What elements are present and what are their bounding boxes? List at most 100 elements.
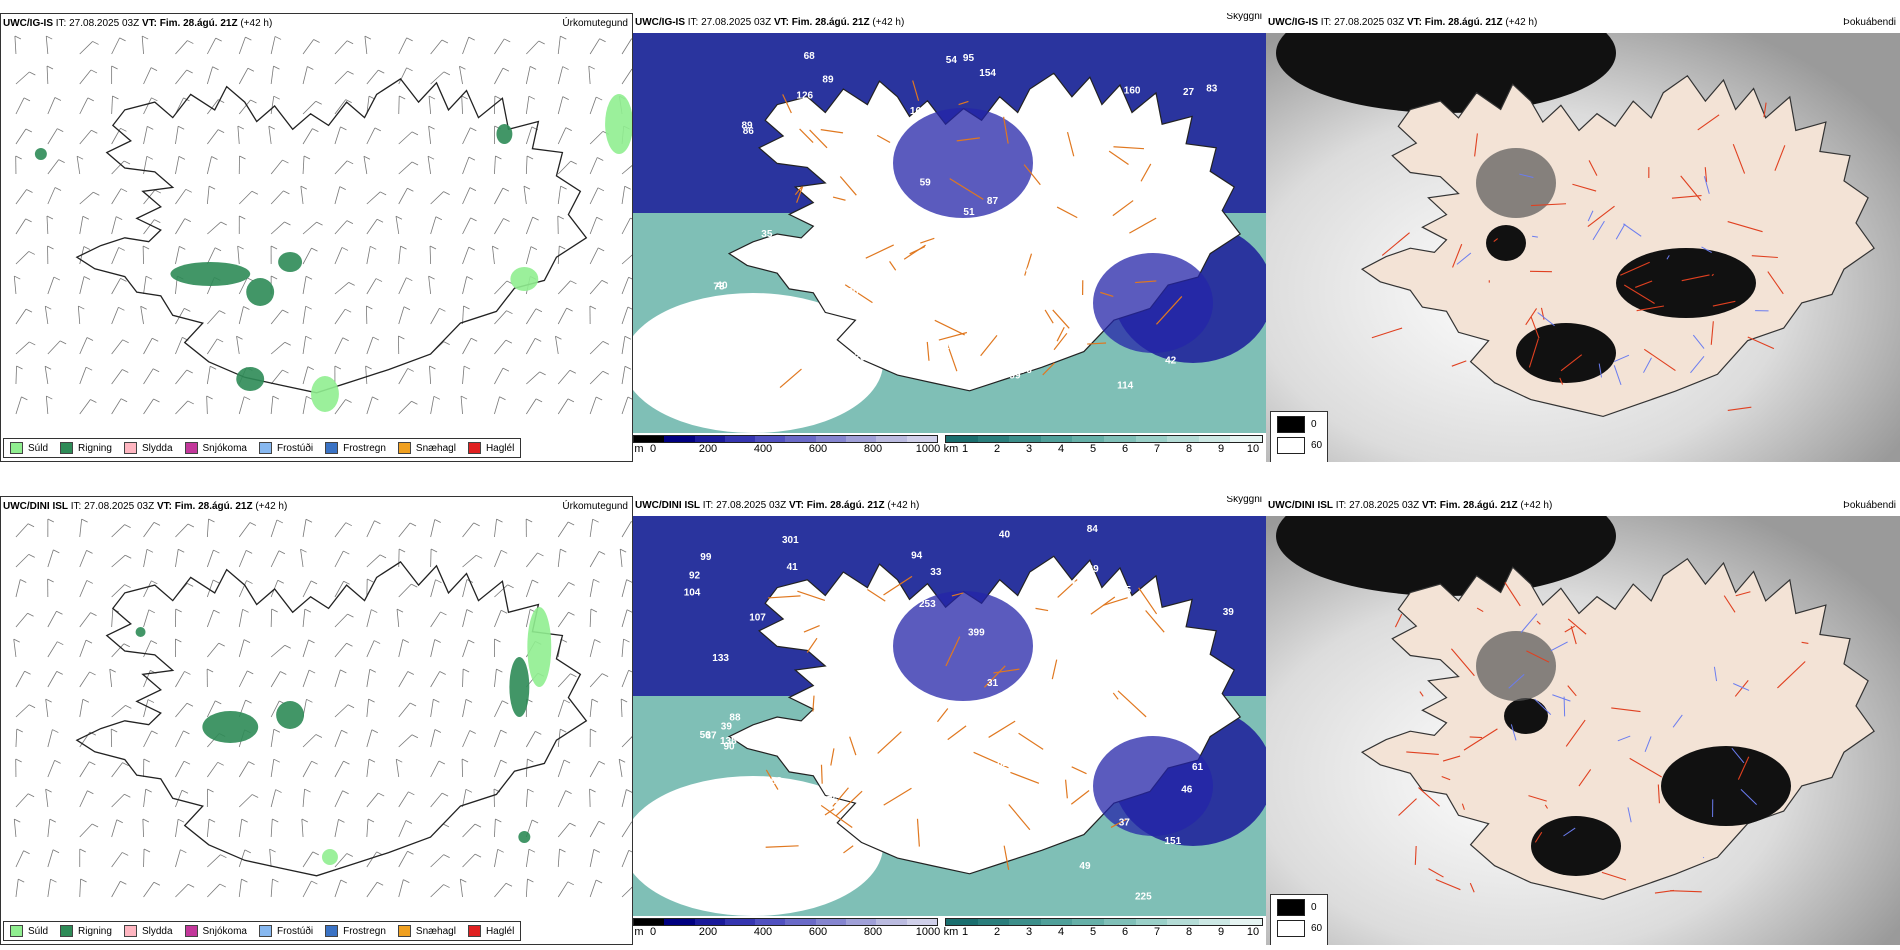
wind-barb [462, 579, 468, 598]
wind-barb [494, 280, 508, 295]
wind-barb [398, 246, 401, 265]
wind-barb-flag [78, 305, 85, 310]
road [1435, 878, 1461, 891]
wind-barb-flag [178, 155, 186, 160]
wind-barb [398, 791, 409, 808]
road [765, 769, 779, 790]
wind-barb-flag [217, 129, 225, 133]
wind-barb [111, 705, 126, 718]
wind-barb-flag [307, 366, 314, 370]
colorbar-tick: 7 [1153, 926, 1161, 939]
wind-barb-flag [474, 823, 482, 828]
precip-area [509, 657, 530, 717]
wind-barb [175, 69, 188, 85]
wind-barb-flag [81, 518, 88, 523]
wind-barb [557, 612, 569, 628]
wind-barb-flag [407, 671, 414, 675]
wind-barb [462, 306, 464, 325]
wind-barb-flag [123, 643, 130, 648]
wind-barb-flag [236, 335, 243, 340]
road [1010, 771, 1040, 784]
wind-barb [302, 156, 305, 175]
wind-barb-flag [623, 638, 630, 643]
wind-barb-flag [151, 97, 158, 102]
wind-barb-flag [567, 521, 575, 526]
wind-barb-flag [599, 38, 606, 43]
cloudbase-colorbar: m 0 200 400 600 800 1000 [633, 918, 940, 938]
wind-barb [366, 640, 375, 658]
visibility-colorbar: km 1 2 3 4 5 6 7 8 9 10 [944, 435, 1263, 455]
cloud-base-label: 92 [714, 820, 726, 831]
wind-barb [429, 245, 432, 265]
wind-barb [589, 551, 600, 568]
road [796, 186, 804, 203]
precip-area [496, 124, 513, 144]
wind-barb-flag [80, 878, 87, 883]
wind-barb [238, 609, 243, 628]
wind-barb-flag [443, 71, 451, 76]
colorbar-tick: 5 [1089, 926, 1097, 939]
wind-barb [366, 218, 378, 235]
wind-barb [300, 186, 304, 205]
wind-barb-flag [175, 638, 182, 643]
wind-barb [206, 819, 210, 838]
wind-barb-flag [473, 522, 480, 527]
road [1763, 102, 1767, 118]
wind-barb [143, 699, 149, 718]
wind-barb-flag [54, 187, 62, 191]
wind-barb-flag [237, 245, 244, 250]
wind-barb [175, 218, 186, 235]
cloud-base-label: 111 [1130, 133, 1146, 144]
panel-header: UWC/IG-IS IT: 27.08.2025 03Z VT: Fim. 28… [1, 14, 632, 34]
wind-barb [111, 278, 121, 295]
wind-barb-flag [25, 128, 33, 133]
wind-barb-flag [470, 127, 477, 132]
wind-barb-flag [275, 789, 282, 793]
wind-barb [557, 759, 565, 778]
wind-barb [302, 609, 306, 628]
wind-barb [206, 519, 209, 538]
wind-barb [302, 336, 307, 355]
wind-barb [494, 883, 507, 898]
wind-barb-flag [345, 522, 352, 527]
legend-swatch [184, 925, 198, 937]
wind-barb-flag [217, 761, 224, 766]
road [1525, 308, 1538, 326]
wind-barb [79, 191, 94, 205]
wind-barb-flag [124, 793, 131, 798]
wind-barb [366, 191, 381, 205]
wind-barb-flag [398, 335, 405, 340]
wind-barb-flag [150, 640, 158, 644]
wind-barb [238, 306, 244, 325]
river [1614, 354, 1630, 363]
wind-barb [525, 579, 533, 598]
wind-barb [15, 189, 27, 205]
wind-barb [47, 671, 58, 688]
precip-area [321, 849, 338, 865]
wind-barb-flag [213, 609, 220, 614]
wind-barb [269, 849, 272, 868]
colorbar-tick: 3 [1025, 926, 1033, 939]
wind-barb-flag [273, 65, 280, 70]
cloud-base-label: 80 [1072, 580, 1084, 591]
wind-barb-flag [251, 794, 259, 798]
product-title: Skyggni [1226, 13, 1262, 22]
wind-barb-flag [500, 609, 508, 614]
wind-barb [47, 549, 54, 568]
cloud-base-label: 99 [700, 552, 712, 563]
road [1670, 890, 1702, 893]
cloud-base-label: 33 [930, 567, 942, 578]
wind-barb-flag [86, 580, 93, 584]
wind-barb [15, 704, 30, 718]
wind-barb-flag [411, 400, 418, 405]
wind-barb [398, 879, 404, 898]
cloud-base-label: 88 [729, 713, 741, 724]
wind-barb [143, 640, 152, 658]
road [949, 178, 984, 200]
low-cloud-area [893, 108, 1033, 218]
wind-barb-flag [504, 38, 511, 43]
wind-barb-flag [373, 640, 381, 644]
fog-dense-area [1276, 516, 1616, 596]
wind-barb-flag [626, 789, 632, 793]
wind-barb [238, 68, 249, 85]
